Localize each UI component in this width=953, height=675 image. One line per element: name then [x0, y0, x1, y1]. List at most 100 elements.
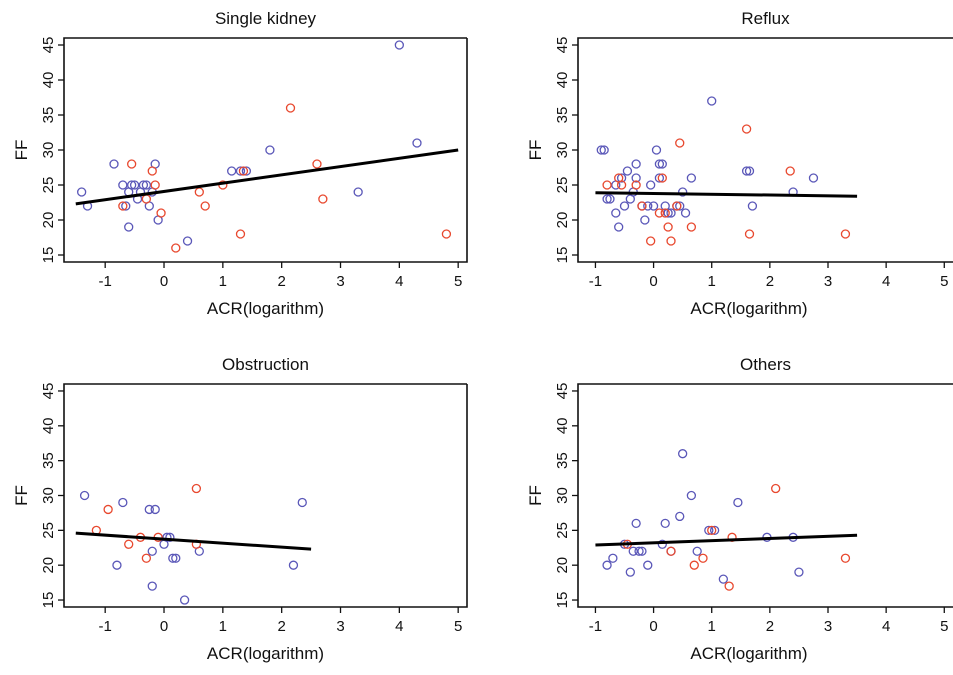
y-axis-label: FF — [12, 485, 31, 506]
data-point — [297, 497, 307, 508]
data-point — [663, 208, 673, 218]
data-point — [191, 483, 202, 494]
x-axis-label: ACR(logarithm) — [207, 644, 324, 663]
plot-frame — [63, 37, 468, 263]
y-tick-label: 35 — [554, 107, 571, 124]
data-point — [619, 201, 630, 211]
data-point — [129, 180, 140, 190]
data-point — [634, 546, 644, 556]
y-tick-label: 15 — [554, 247, 571, 264]
data-point — [689, 560, 699, 570]
data-point — [651, 145, 662, 155]
data-point — [663, 222, 673, 232]
x-tick-label: 3 — [336, 618, 344, 635]
data-point — [288, 560, 299, 570]
plot-frame — [63, 383, 468, 608]
data-point — [118, 180, 128, 190]
data-point — [794, 567, 804, 577]
x-tick-label: -1 — [99, 273, 112, 290]
data-point — [724, 581, 734, 591]
data-point — [394, 40, 404, 50]
x-tick-label: 0 — [649, 273, 657, 290]
data-point — [707, 525, 717, 535]
y-axis-label: FF — [526, 485, 545, 506]
data-point — [675, 511, 685, 522]
y-tick-label: 35 — [554, 452, 571, 469]
data-point — [265, 145, 275, 155]
x-tick-label: 1 — [708, 618, 716, 635]
panel-others: Others-1 0 1 2 3 4 515202530354045ACR(logarith… — [526, 355, 953, 663]
data-point — [156, 208, 166, 218]
x-tick-label: 2 — [278, 273, 286, 290]
data-point — [637, 201, 647, 211]
y-tick-label: 35 — [40, 452, 57, 469]
data-point — [124, 539, 134, 549]
y-tick-label: 45 — [40, 383, 57, 400]
data-point — [628, 546, 638, 556]
data-point — [147, 166, 157, 176]
x-tick-label: 4 — [882, 618, 890, 635]
y-tick-label: 40 — [40, 417, 57, 434]
x-tick-label: 1 — [708, 273, 716, 290]
data-point — [631, 173, 641, 183]
data-point — [771, 483, 781, 494]
data-point — [718, 574, 728, 584]
y-axis-label: FF — [12, 140, 31, 161]
data-point — [118, 497, 128, 508]
data-point — [611, 208, 621, 218]
x-tick-label: 0 — [160, 273, 168, 290]
data-point — [602, 560, 612, 570]
data-point — [147, 546, 157, 556]
regression-line — [75, 531, 312, 551]
data-point — [646, 180, 656, 190]
data-point — [840, 553, 851, 563]
data-point — [605, 194, 615, 204]
x-tick-label: 5 — [454, 273, 462, 290]
data-point — [124, 222, 134, 232]
data-point — [640, 215, 650, 225]
data-point — [150, 504, 160, 515]
data-point — [602, 194, 612, 204]
panel-title: Others — [740, 355, 791, 374]
data-point — [666, 236, 676, 246]
data-point — [654, 173, 665, 183]
data-point — [318, 194, 328, 204]
data-point — [121, 201, 131, 211]
data-point — [666, 546, 676, 556]
y-tick-label: 40 — [554, 72, 571, 89]
panel-single-kidney: Single kidney-1 0 1 2 3 4 515202530354045ACR(l… — [12, 9, 468, 318]
y-tick-label: 25 — [554, 522, 571, 539]
panel-title: Single kidney — [215, 9, 317, 28]
data-point — [171, 553, 181, 563]
data-point — [599, 145, 609, 155]
x-tick-label: -1 — [589, 618, 602, 635]
y-tick-label: 25 — [40, 522, 57, 539]
x-tick-label: 1 — [219, 618, 227, 635]
y-tick-label: 15 — [40, 592, 57, 609]
data-point — [616, 173, 627, 183]
x-tick-label: 5 — [940, 618, 948, 635]
data-point — [165, 532, 175, 542]
data-point — [654, 159, 665, 169]
data-point — [441, 229, 452, 239]
data-point — [285, 103, 296, 113]
y-tick-label: 20 — [40, 557, 57, 574]
data-point — [622, 166, 633, 176]
y-tick-label: 30 — [40, 487, 57, 504]
panel-title: Reflux — [741, 9, 790, 28]
x-tick-label: 3 — [824, 273, 832, 290]
y-tick-label: 20 — [554, 557, 571, 574]
data-point — [238, 166, 249, 176]
data-point — [596, 145, 606, 155]
x-tick-label: 2 — [766, 273, 774, 290]
y-tick-label: 25 — [554, 177, 571, 194]
data-point — [312, 159, 322, 169]
data-point — [744, 229, 755, 239]
data-point — [637, 546, 647, 556]
y-tick-label: 35 — [40, 107, 57, 124]
data-point — [144, 504, 154, 515]
y-tick-label: 20 — [554, 212, 571, 229]
data-point — [112, 560, 122, 570]
y-tick-label: 25 — [40, 177, 57, 194]
x-tick-label: 4 — [395, 273, 403, 290]
